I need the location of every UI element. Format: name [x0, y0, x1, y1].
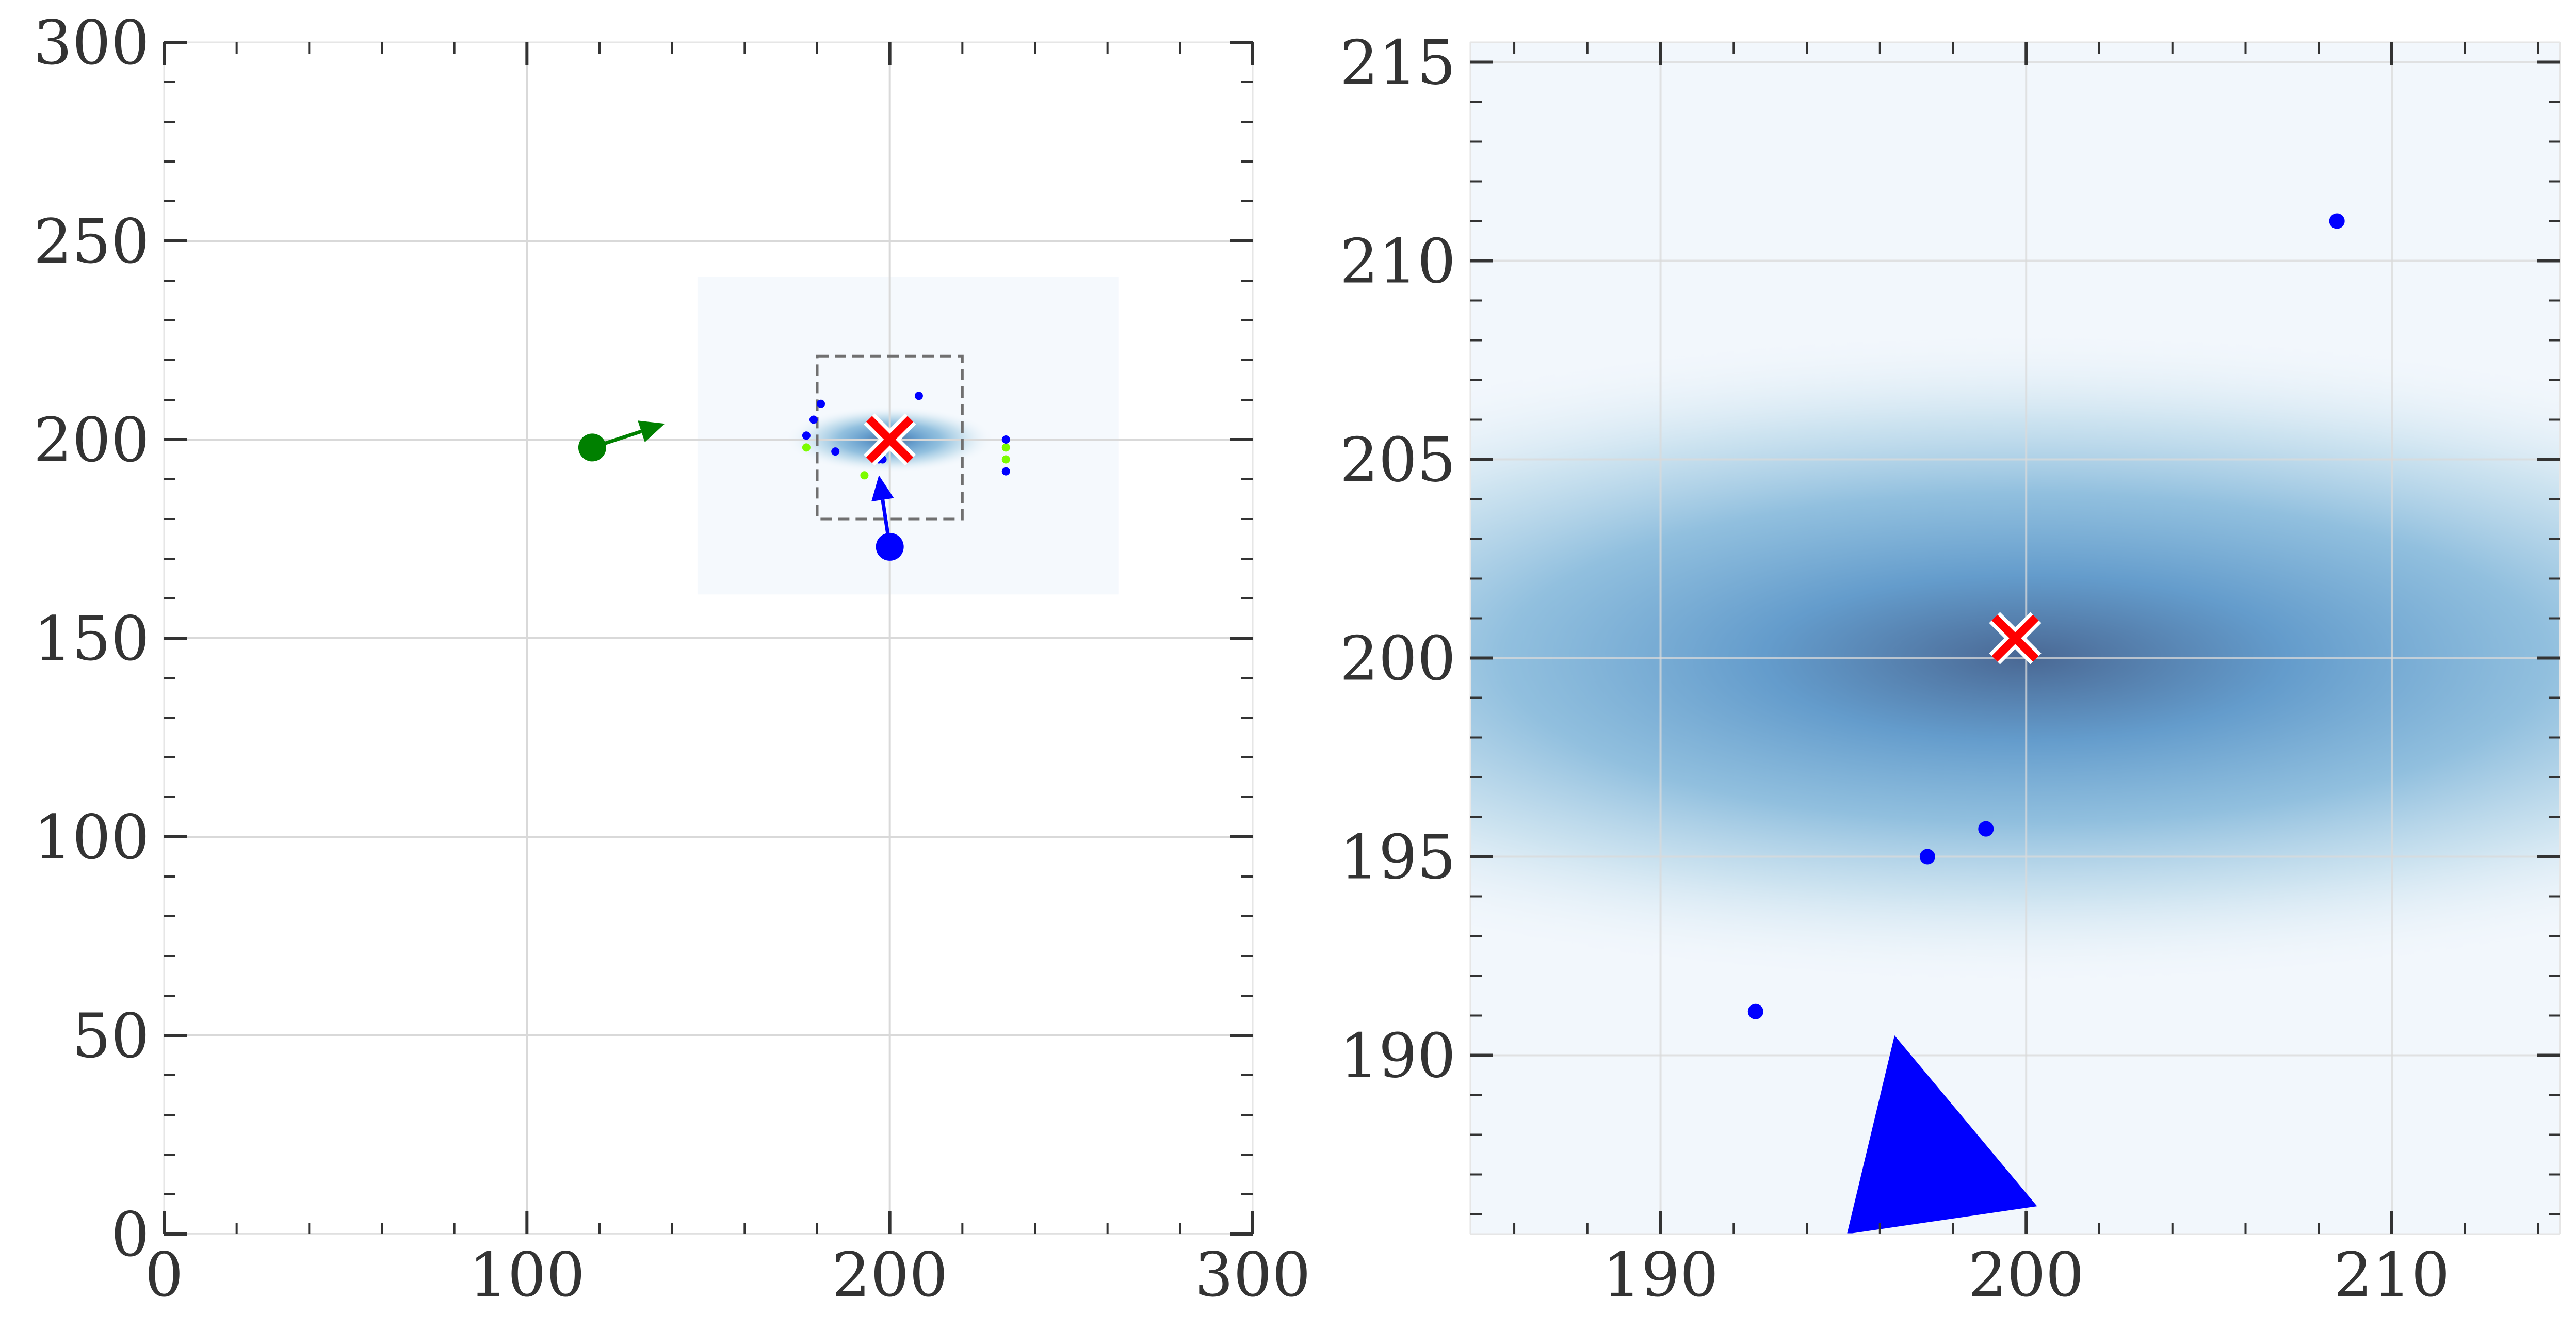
- x-tick-label: 190: [1602, 1239, 1719, 1310]
- tick-labels: 0 100 200 300 0 50 100 150 200 250 300: [34, 7, 1311, 1310]
- particle-blue: [1919, 849, 1935, 865]
- y-tick-label: 200: [34, 404, 150, 476]
- particle-green: [1001, 443, 1010, 452]
- x-tick-label: 300: [1194, 1239, 1310, 1310]
- particle-blue: [809, 415, 818, 424]
- right-panel: 190 200 210 190 195 200 205 210 215: [1340, 27, 2561, 1311]
- target-marker: [866, 416, 914, 463]
- target-marker: [1991, 614, 2039, 662]
- y-tick-label: 190: [1340, 1020, 1456, 1092]
- particle-green: [802, 443, 811, 452]
- particle-blue: [831, 447, 840, 456]
- left-panel: 0 100 200 300 0 50 100 150 200 250 300: [34, 7, 1311, 1310]
- particle-blue: [1001, 467, 1010, 476]
- agent-arrow-head: [871, 475, 894, 502]
- particle-blue: [1978, 821, 1994, 837]
- particle-blue: [802, 431, 811, 440]
- agent-marker: [578, 433, 606, 462]
- particle-blue: [1001, 435, 1010, 444]
- particle-blue: [2329, 213, 2345, 229]
- x-tick-label: 100: [469, 1239, 585, 1310]
- y-tick-label: 50: [72, 1000, 150, 1072]
- y-tick-label: 205: [1340, 425, 1456, 496]
- agent-marker: [876, 532, 904, 561]
- ticks: [1470, 42, 2560, 1234]
- plot-area: [1470, 42, 2560, 1234]
- y-tick-label: 300: [34, 7, 150, 78]
- x-tick-label: 200: [1968, 1239, 2084, 1310]
- y-tick-label: 150: [34, 603, 150, 674]
- y-tick-label: 100: [34, 802, 150, 873]
- particle-green: [1001, 455, 1010, 464]
- y-tick-label: 250: [34, 206, 150, 277]
- plot-area: [164, 42, 1253, 1234]
- particle-blue: [914, 392, 923, 400]
- y-tick-label: 195: [1340, 822, 1456, 893]
- particle-blue: [817, 399, 825, 408]
- y-tick-label: 200: [1340, 623, 1456, 694]
- axis-spines: [1469, 41, 2561, 1235]
- x-tick-label: 0: [144, 1239, 183, 1310]
- arrow-head: [1846, 1035, 2037, 1234]
- particle-green: [860, 471, 869, 480]
- x-tick-label: 200: [832, 1239, 948, 1310]
- x-tick-label: 210: [2334, 1239, 2450, 1310]
- y-tick-label: 0: [111, 1199, 150, 1270]
- y-tick-label: 215: [1340, 27, 1456, 99]
- ticks: [163, 41, 1254, 1236]
- tick-labels: 190 200 210 190 195 200 205 210 215: [1340, 27, 2450, 1311]
- y-tick-label: 210: [1340, 226, 1456, 297]
- agent-arrow-head: [638, 420, 665, 443]
- zoom-box: [816, 354, 964, 521]
- particle-blue: [1747, 1003, 1763, 1019]
